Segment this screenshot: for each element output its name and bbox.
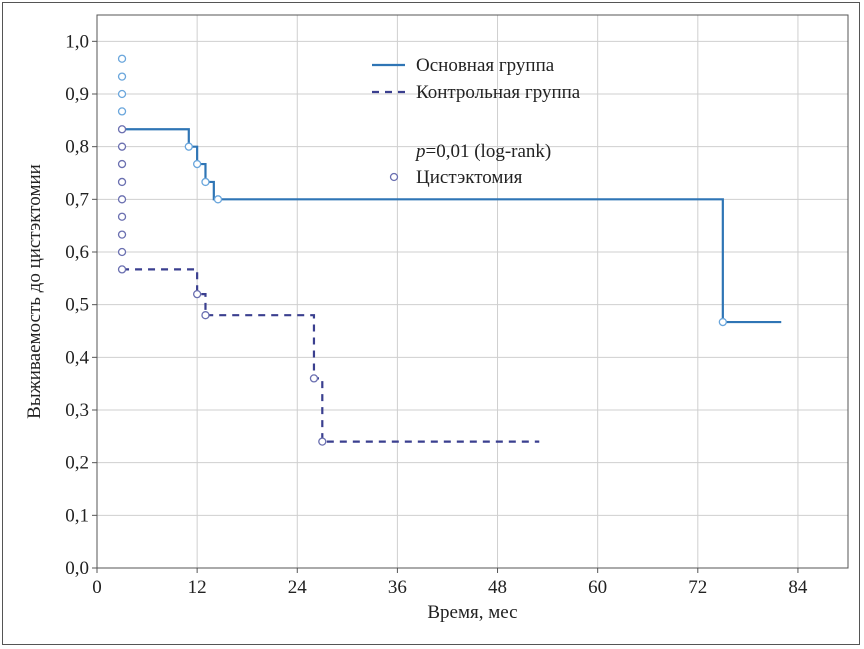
censor-point-0-6 [201, 177, 210, 187]
legend-label-control: Контрольная группа [416, 82, 581, 103]
censor-point-0-2 [117, 89, 127, 99]
x-tick-label-6: 72 [688, 577, 707, 598]
y-tick-label-10: 1,0 [65, 31, 89, 52]
censor-point-1-8 [117, 265, 127, 274]
censor-point-0-3 [117, 107, 127, 116]
y-tick-label-2: 0,2 [65, 453, 89, 474]
censor-point-1-3 [117, 177, 127, 187]
censor-point-0-0 [117, 54, 127, 63]
series-line-1 [122, 268, 540, 443]
pvalue-text: =0,01 (log-rank) [426, 141, 552, 162]
legend-label-censor: Цистэктомия [416, 167, 523, 188]
censor-point-1-1 [117, 142, 127, 151]
censor-point-1-10 [201, 311, 210, 320]
y-tick-label-6: 0,6 [65, 242, 89, 263]
x-axis-ticks: 0 12 24 36 48 60 72 84 [92, 568, 808, 598]
legend-pvalue: p=0,01 (log-rank) [414, 141, 551, 162]
x-tick-label-7: 84 [788, 577, 808, 598]
censor-point-0-5 [192, 159, 202, 169]
x-tick-label-5: 60 [588, 577, 607, 598]
y-tick-label-9: 0,9 [65, 84, 89, 105]
x-tick-label-1: 12 [188, 577, 207, 598]
y-axis-ticks: 0,0 0,1 0,2 0,3 0,4 0,5 0,6 0,7 0,8 0,9 1,0 [65, 31, 97, 579]
legend: Основная группа Контрольная группа p=0,0… [372, 55, 581, 188]
x-tick-label-2: 24 [288, 577, 308, 598]
censor-point-1-0 [117, 125, 127, 134]
censor-point-1-9 [192, 289, 202, 299]
censor-point-1-12 [318, 437, 327, 446]
censor-point-0-1 [117, 72, 127, 81]
x-tick-label-0: 0 [92, 577, 102, 598]
y-axis-title: Выживаемость до цистэктомии [24, 164, 45, 419]
censor-point-1-4 [117, 195, 127, 204]
censor-point-1-5 [117, 212, 127, 221]
plot-area-border [96, 14, 849, 569]
y-tick-label-5: 0,5 [65, 295, 89, 316]
x-tick-label-3: 36 [388, 577, 407, 598]
pvalue-italic: p [414, 141, 426, 162]
censor-point-0-7 [213, 195, 223, 204]
legend-censor-marker-icon [389, 172, 399, 182]
series [117, 54, 782, 446]
censor-point-1-7 [117, 247, 127, 257]
y-tick-label-7: 0,7 [65, 189, 89, 210]
x-axis-title: Время, мес [427, 602, 517, 623]
y-tick-label-0: 0,0 [65, 558, 89, 579]
y-tick-label-8: 0,8 [65, 137, 89, 158]
censor-point-0-8 [718, 317, 727, 327]
censor-point-1-6 [117, 230, 127, 239]
y-tick-label-4: 0,4 [65, 347, 89, 368]
y-tick-label-3: 0,3 [65, 400, 89, 421]
y-tick-label-1: 0,1 [65, 505, 89, 526]
censor-point-1-2 [117, 159, 127, 169]
x-tick-label-4: 48 [488, 577, 507, 598]
censor-point-0-4 [184, 142, 193, 151]
legend-label-main: Основная группа [416, 55, 555, 76]
censor-point-1-11 [309, 374, 319, 383]
